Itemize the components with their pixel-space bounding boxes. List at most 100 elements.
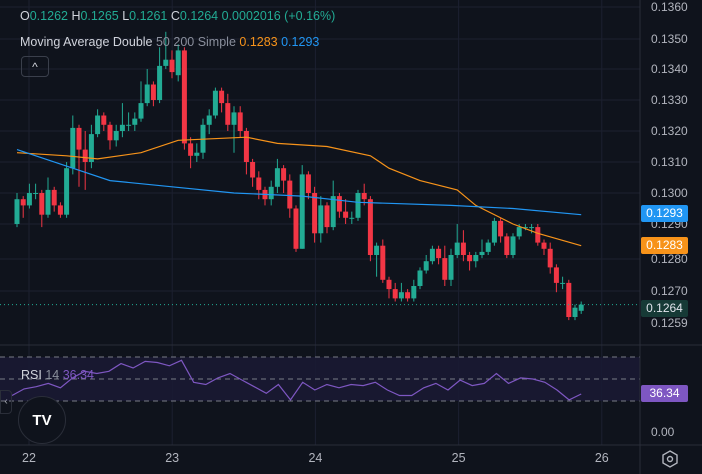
candle-body bbox=[367, 199, 373, 255]
rsi-legend[interactable]: RSI 14 36.34 bbox=[21, 368, 94, 382]
candle-body bbox=[175, 50, 181, 76]
candle-body bbox=[126, 124, 132, 126]
time-label: 25 bbox=[451, 451, 466, 465]
ma-fast-tag: 0.1283 bbox=[641, 237, 688, 254]
candle-body bbox=[479, 251, 485, 255]
candle-body bbox=[330, 196, 336, 228]
candle-body bbox=[39, 193, 45, 215]
candle-body bbox=[560, 282, 566, 284]
candle-body bbox=[386, 279, 392, 290]
candle-body bbox=[33, 193, 39, 194]
candle-body bbox=[448, 255, 454, 280]
side-collapse-button[interactable]: ‹ bbox=[0, 390, 12, 414]
candle-body bbox=[473, 255, 479, 262]
candle-body bbox=[14, 199, 20, 224]
candle-body bbox=[541, 242, 547, 249]
candle-body bbox=[219, 90, 225, 104]
candle-body bbox=[194, 152, 200, 156]
rsi-name[interactable]: RSI bbox=[21, 368, 42, 382]
time-label: 22 bbox=[22, 451, 36, 465]
candle-body bbox=[231, 112, 237, 125]
candle-body bbox=[57, 205, 63, 215]
ma-name[interactable]: Moving Average Double bbox=[20, 35, 153, 49]
chevron-up-icon: ^ bbox=[32, 60, 38, 74]
price-label: 0.1340 bbox=[651, 62, 688, 76]
candle-body bbox=[498, 220, 504, 237]
ma-slow-line bbox=[16, 149, 582, 216]
last-price-tag: 0.1264 bbox=[641, 300, 688, 317]
candle-body bbox=[256, 177, 262, 190]
candle-body bbox=[417, 270, 423, 286]
candle-body bbox=[188, 143, 194, 156]
ma-params: 50 200 Simple bbox=[155, 35, 236, 49]
candle-body bbox=[510, 236, 516, 255]
candle-body bbox=[132, 118, 138, 125]
price-label: 0.1259 bbox=[651, 316, 688, 330]
candle-body bbox=[318, 205, 324, 234]
candle-body bbox=[305, 174, 311, 193]
settings-icon[interactable] bbox=[661, 450, 679, 468]
price-label: 0.1320 bbox=[651, 124, 688, 138]
candles bbox=[14, 31, 584, 321]
candle-body bbox=[138, 103, 144, 119]
candle-body bbox=[454, 242, 460, 255]
ma-fast-line bbox=[16, 136, 582, 247]
rsi-line bbox=[11, 359, 582, 401]
candle-body bbox=[243, 131, 249, 162]
ma-fast-value: 0.1283 bbox=[239, 35, 278, 49]
candle-body bbox=[411, 286, 417, 299]
ma-legend[interactable]: Moving Average Double 50 200 Simple 0.12… bbox=[20, 35, 319, 49]
candle-body bbox=[88, 134, 94, 162]
candle-body bbox=[225, 103, 231, 125]
candle-body bbox=[287, 180, 293, 209]
candle-body bbox=[107, 124, 113, 141]
ma-slow-tag: 0.1293 bbox=[641, 205, 688, 222]
collapse-legend-button[interactable]: ^ bbox=[21, 56, 49, 77]
logo-text: TV bbox=[32, 411, 52, 429]
candle-body bbox=[157, 65, 163, 100]
rsi-axis-zero: 0.00 bbox=[651, 425, 675, 439]
candle-body bbox=[181, 50, 187, 144]
candle-body bbox=[163, 59, 169, 66]
low-value: 0.1261 bbox=[129, 9, 168, 23]
change-value: 0.0002016 (+0.16%) bbox=[221, 9, 336, 23]
time-label: 26 bbox=[594, 451, 609, 465]
candle-body bbox=[20, 199, 26, 206]
candle-body bbox=[312, 193, 318, 234]
candle-body bbox=[95, 115, 101, 135]
high-value: 0.1265 bbox=[80, 9, 119, 23]
candle-body bbox=[70, 127, 76, 169]
candle-body bbox=[76, 127, 82, 150]
candle-body bbox=[566, 282, 572, 317]
candle-body bbox=[336, 196, 342, 212]
candle-body bbox=[429, 248, 435, 262]
candle-body bbox=[374, 245, 380, 255]
candle-body bbox=[26, 193, 32, 206]
candle-body bbox=[237, 112, 243, 131]
candle-body bbox=[442, 258, 448, 280]
candle-body bbox=[119, 124, 125, 131]
tradingview-logo[interactable]: TV bbox=[18, 396, 66, 444]
candle-body bbox=[299, 174, 305, 249]
high-key: H bbox=[71, 9, 81, 23]
candle-body bbox=[516, 227, 522, 237]
candle-body bbox=[144, 84, 150, 104]
candle-body bbox=[268, 186, 274, 200]
time-label: 24 bbox=[308, 451, 323, 465]
candle-body bbox=[64, 168, 70, 215]
candle-body bbox=[398, 292, 404, 299]
candle-body bbox=[405, 292, 411, 299]
rsi-length: 14 bbox=[45, 368, 60, 382]
price-label: 0.1310 bbox=[651, 155, 688, 169]
candle-body bbox=[349, 217, 355, 219]
candle-body bbox=[572, 307, 578, 317]
candle-body bbox=[281, 168, 287, 181]
rsi-tag: 36.34 bbox=[641, 385, 688, 402]
ohlc-legend: O0.1262 H0.1265 L0.1261 C0.1264 0.000201… bbox=[20, 9, 335, 23]
time-label: 23 bbox=[165, 451, 180, 465]
candle-body bbox=[578, 304, 584, 311]
chevron-left-icon: ‹ bbox=[4, 396, 8, 407]
candle-body bbox=[274, 168, 280, 187]
candle-body bbox=[113, 131, 119, 141]
